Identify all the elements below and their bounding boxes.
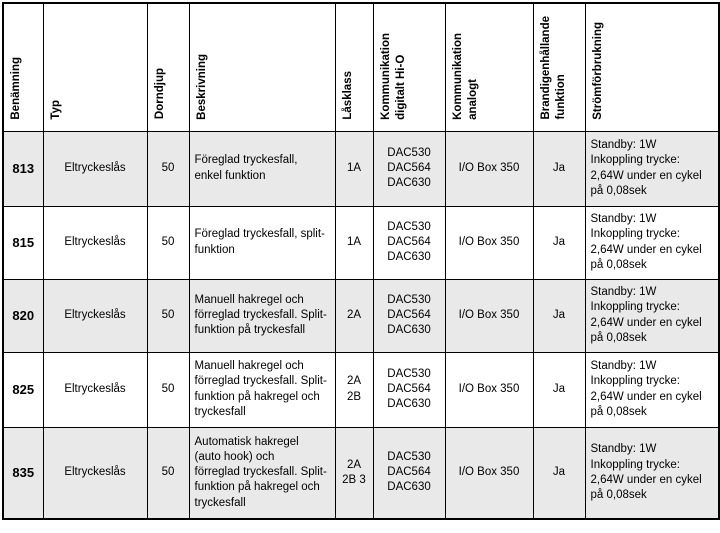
- header-row: Benämning Typ Dorndjup Beskrivning Låskl…: [2, 2, 720, 132]
- cell-stromforbrukning: Standby: 1W Inkoppling trycke: 2,64W und…: [584, 351, 720, 428]
- table-header: Benämning Typ Dorndjup Beskrivning Låskl…: [2, 2, 720, 132]
- table-row-835: 835 Eltryckeslås 50 Automatisk hakregel …: [2, 426, 720, 520]
- cell-beskrivning: Föreglad tryckesfall, enkel funktion: [188, 130, 336, 207]
- cell-beskrivning: Manuell hakregel och förreglad tryckesfa…: [188, 351, 336, 428]
- cell-typ: Eltryckeslås: [42, 130, 148, 207]
- cell-dorndjup: 50: [146, 130, 190, 207]
- cell-beskrivning: Föreglad tryckesfall, split- funktion: [188, 205, 336, 280]
- table-row-813: 813 Eltryckeslås 50 Föreglad tryckesfall…: [2, 130, 720, 207]
- table-row-815: 815 Eltryckeslås 50 Föreglad tryckesfall…: [2, 205, 720, 280]
- cell-kommunikation-digital: DAC530 DAC564 DAC630: [372, 351, 446, 428]
- header-kommunikation-digital-label: Kommunikation digitalt Hi-O: [379, 32, 407, 120]
- cell-dorndjup: 50: [146, 205, 190, 280]
- cell-brandigenhallande: Ja: [532, 278, 586, 353]
- cell-benamning: 815: [2, 205, 44, 280]
- cell-kommunikation-digital: DAC530 DAC564 DAC630: [372, 426, 446, 520]
- header-beskrivning: Beskrivning: [188, 2, 336, 132]
- cell-lasklass: 1A: [334, 205, 374, 280]
- cell-stromforbrukning: Standby: 1W Inkoppling trycke: 2,64W und…: [584, 205, 720, 280]
- cell-lasklass: 2A 2B: [334, 351, 374, 428]
- cell-typ: Eltryckeslås: [42, 351, 148, 428]
- header-brandigenhallande-label: Brandigenhållande funktion: [539, 15, 567, 120]
- cell-brandigenhallande: Ja: [532, 351, 586, 428]
- cell-typ: Eltryckeslås: [42, 205, 148, 280]
- header-benamning-label: Benämning: [10, 56, 22, 120]
- cell-benamning: 820: [2, 278, 44, 353]
- cell-brandigenhallande: Ja: [532, 205, 586, 280]
- product-table: Benämning Typ Dorndjup Beskrivning Låskl…: [2, 2, 720, 520]
- cell-stromforbrukning: Standby: 1W Inkoppling trycke: 2,64W und…: [584, 278, 720, 353]
- cell-benamning: 813: [2, 130, 44, 207]
- cell-beskrivning: Automatisk hakregel (auto hook) och förr…: [188, 426, 336, 520]
- table-row-825: 825 Eltryckeslås 50 Manuell hakregel och…: [2, 351, 720, 428]
- cell-benamning: 835: [2, 426, 44, 520]
- table-body: 813 Eltryckeslås 50 Föreglad tryckesfall…: [2, 130, 720, 520]
- cell-brandigenhallande: Ja: [532, 426, 586, 520]
- cell-lasklass: 2A 2B 3: [334, 426, 374, 520]
- cell-kommunikation-analog: I/O Box 350: [444, 130, 534, 207]
- header-kommunikation-analog: Kommunikation analogt: [444, 2, 534, 132]
- cell-kommunikation-analog: I/O Box 350: [444, 278, 534, 353]
- cell-benamning: 825: [2, 351, 44, 428]
- cell-kommunikation-digital: DAC530 DAC564 DAC630: [372, 205, 446, 280]
- header-typ-label: Typ: [49, 99, 62, 120]
- cell-lasklass: 1A: [334, 130, 374, 207]
- cell-stromforbrukning: Standby: 1W Inkoppling trycke: 2,64W und…: [584, 130, 720, 207]
- header-brandigenhallande: Brandigenhållande funktion: [532, 2, 586, 132]
- cell-brandigenhallande: Ja: [532, 130, 586, 207]
- header-stromforbrukning-label: Strömförbrukning: [591, 21, 604, 120]
- cell-kommunikation-analog: I/O Box 350: [444, 426, 534, 520]
- header-dorndjup-label: Dorndjup: [153, 68, 166, 120]
- cell-beskrivning: Manuell hakregel och förreglad tryckesfa…: [188, 278, 336, 353]
- cell-kommunikation-digital: DAC530 DAC564 DAC630: [372, 278, 446, 353]
- header-kommunikation-digital: Kommunikation digitalt Hi-O: [372, 2, 446, 132]
- cell-typ: Eltryckeslås: [42, 278, 148, 353]
- cell-typ: Eltryckeslås: [42, 426, 148, 520]
- cell-dorndjup: 50: [146, 278, 190, 353]
- cell-kommunikation-analog: I/O Box 350: [444, 205, 534, 280]
- cell-stromforbrukning: Standby: 1W Inkoppling trycke: 2,64W und…: [584, 426, 720, 520]
- cell-kommunikation-analog: I/O Box 350: [444, 351, 534, 428]
- header-lasklass: Låsklass: [334, 2, 374, 132]
- header-kommunikation-analog-label: Kommunikation analogt: [451, 32, 479, 120]
- header-lasklass-label: Låsklass: [341, 70, 354, 120]
- header-stromforbrukning: Strömförbrukning: [584, 2, 720, 132]
- header-beskrivning-label: Beskrivning: [195, 53, 208, 120]
- header-typ: Typ: [42, 2, 148, 132]
- cell-lasklass: 2A: [334, 278, 374, 353]
- table-row-820: 820 Eltryckeslås 50 Manuell hakregel och…: [2, 278, 720, 353]
- cell-dorndjup: 50: [146, 351, 190, 428]
- header-dorndjup: Dorndjup: [146, 2, 190, 132]
- header-benamning: Benämning: [2, 2, 44, 132]
- cell-dorndjup: 50: [146, 426, 190, 520]
- cell-kommunikation-digital: DAC530 DAC564 DAC630: [372, 130, 446, 207]
